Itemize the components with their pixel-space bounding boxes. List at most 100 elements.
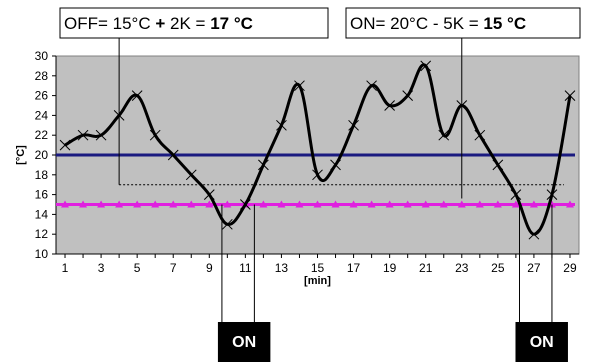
x-tick-label: 23 [455, 261, 469, 275]
on-box [345, 7, 581, 39]
triangle-marker [205, 200, 214, 208]
triangle-marker [133, 200, 142, 208]
x-tick-label: 11 [239, 261, 252, 275]
data-point-x-b [546, 189, 558, 200]
data-point [113, 110, 125, 121]
data-point [258, 159, 269, 171]
off-text-plain: OFF= 15°C [64, 14, 155, 33]
triangle-marker [421, 200, 430, 208]
data-point-x-b [564, 90, 576, 101]
data-point [59, 139, 71, 151]
data-point [131, 90, 143, 101]
data-point-x-b [312, 169, 323, 181]
x-tick-label: 19 [383, 261, 397, 275]
x-tick-label: 1 [62, 261, 69, 275]
data-point-x-b [438, 129, 450, 141]
data-point [528, 228, 540, 240]
data-point [348, 119, 359, 131]
on-box-text: ON= 20°C - 5K = 15 °C [350, 14, 526, 33]
on-label-text: ON [530, 334, 554, 351]
triangle-marker [493, 200, 502, 208]
on-label-text: ON [232, 334, 256, 351]
triangle-marker [511, 200, 520, 208]
triangle-marker [79, 200, 88, 208]
data-point-x-b [528, 228, 540, 240]
triangle-marker [259, 200, 268, 208]
x-tick-label: 13 [275, 261, 289, 275]
off-box [59, 7, 329, 39]
off-text-bold: 17 °C [210, 14, 253, 33]
data-point-x-b [510, 189, 522, 200]
on-label-box [217, 322, 271, 362]
triangle-marker [403, 200, 412, 208]
data-point [312, 169, 323, 181]
triangle-marker [295, 200, 304, 208]
y-tick-label: 12 [35, 227, 49, 241]
x-tick-label: 27 [527, 261, 541, 275]
triangle-marker [331, 200, 340, 208]
triangle-marker [475, 200, 484, 208]
x-tick-label: 7 [170, 261, 177, 275]
y-tick-label: 28 [35, 69, 49, 83]
y-tick-label: 20 [35, 148, 49, 162]
triangle-marker [61, 200, 70, 208]
data-point-x-b [240, 199, 251, 210]
data-point-x-b [348, 119, 359, 131]
data-point [149, 129, 161, 141]
data-point-x-b [185, 169, 197, 181]
y-tick-label: 18 [35, 168, 49, 182]
y-axis-title: [°C] [15, 145, 27, 165]
data-point-x-b [276, 119, 287, 131]
x-tick-label: 5 [134, 261, 141, 275]
triangle-marker [529, 200, 538, 208]
x-tick-label: 21 [419, 261, 433, 275]
x-tick-label: 15 [311, 261, 325, 275]
data-point [240, 199, 251, 210]
x-tick-label: 29 [563, 261, 577, 275]
triangle-marker [349, 200, 358, 208]
triangle-marker [97, 200, 106, 208]
triangle-marker [439, 200, 448, 208]
data-point-x-b [77, 129, 89, 141]
data-point-x-b [384, 100, 395, 111]
triangle-marker [277, 200, 286, 208]
off-box-text: OFF= 15°C + 2K = 17 °C [64, 14, 253, 33]
data-point [384, 100, 395, 111]
x-tick-label: 9 [206, 261, 213, 275]
data-point-x-b [131, 90, 143, 101]
data-point [456, 100, 468, 111]
data-point-x-b [221, 218, 233, 230]
x-tick-label: 25 [491, 261, 505, 275]
data-point [510, 189, 522, 200]
data-point [546, 189, 558, 200]
triangle-marker [151, 200, 160, 208]
data-point [95, 129, 107, 141]
y-tick-label: 22 [35, 128, 49, 142]
triangle-marker [169, 200, 178, 208]
y-tick-label: 16 [35, 188, 49, 202]
y-tick-label: 10 [35, 247, 49, 261]
off-text-plus: + [155, 14, 165, 33]
x-tick-label: 17 [347, 261, 361, 275]
data-point-x-b [95, 129, 107, 141]
data-point-x-b [402, 90, 414, 101]
y-tick-label: 24 [35, 108, 49, 122]
triangle-marker [457, 200, 466, 208]
data-point-x-b [330, 159, 341, 171]
data-point [167, 149, 179, 161]
triangle-marker [565, 200, 574, 208]
data-point [420, 60, 432, 72]
data-point [474, 129, 486, 141]
data-point-x-b [59, 139, 71, 151]
triangle-marker [223, 200, 232, 208]
data-point [185, 169, 197, 181]
data-point-x-b [149, 129, 161, 141]
on-text-bold: 15 °C [483, 14, 526, 33]
data-point [366, 80, 377, 92]
data-point-x-b [474, 129, 486, 141]
y-tick-label: 14 [35, 207, 49, 221]
on-text-plain: ON= 20°C - 5K = [350, 14, 483, 33]
y-tick-label: 30 [35, 49, 49, 63]
data-point-x-b [294, 80, 305, 92]
